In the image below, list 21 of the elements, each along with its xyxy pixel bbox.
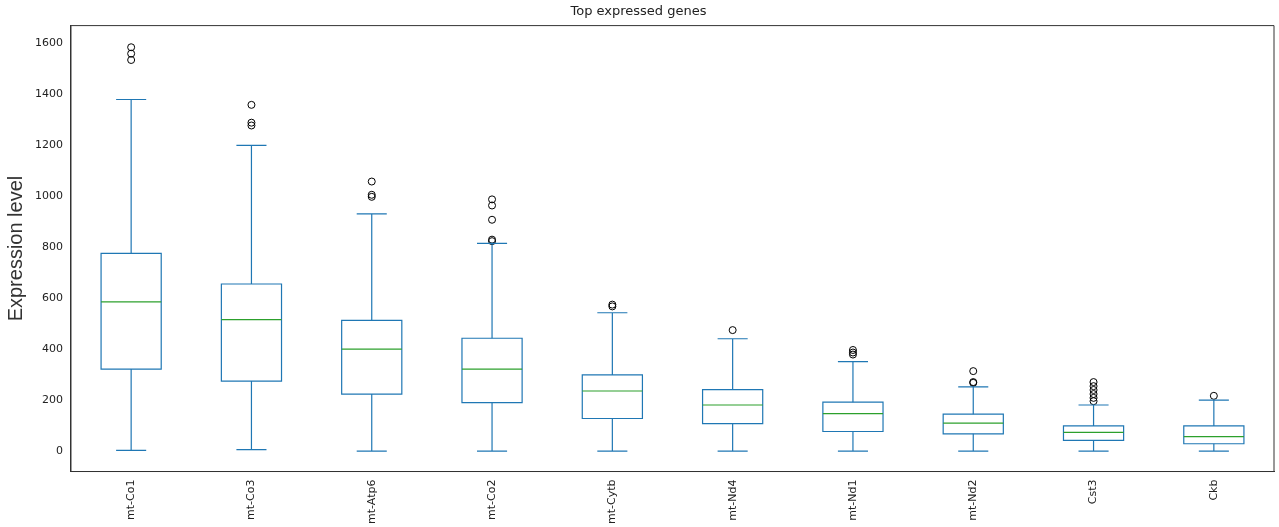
y-tick-label: 1600 — [34, 36, 63, 50]
y-axis-title: Expression level — [3, 175, 26, 322]
x-tick-label: mt-Co1 — [124, 479, 137, 520]
x-tick-label: mt-Co2 — [484, 479, 498, 520]
y-tick-label: 1200 — [34, 138, 63, 152]
y-tick-label: 1000 — [34, 189, 63, 203]
y-tick-label: 0 — [55, 443, 63, 457]
y-tick-label: 800 — [41, 240, 63, 254]
x-tick-label: Ckb — [1206, 479, 1220, 501]
x-tick-label: mt-Co3 — [244, 479, 258, 520]
chart-title: Top expressed genes — [569, 3, 707, 19]
x-tick-label: mt-Nd2 — [966, 479, 980, 521]
x-tick-label: mt-Nd4 — [725, 479, 739, 521]
x-tick-label: mt-Cytb — [605, 479, 619, 524]
y-tick-label: 1400 — [34, 87, 63, 101]
x-tick-label: mt-Nd1 — [845, 479, 859, 521]
y-tick-label: 400 — [41, 342, 63, 356]
x-tick-label: mt-Atp6 — [364, 479, 378, 524]
y-tick-label: 200 — [41, 393, 63, 407]
y-tick-label: 600 — [41, 291, 63, 305]
x-tick-label: Cst3 — [1086, 479, 1100, 505]
